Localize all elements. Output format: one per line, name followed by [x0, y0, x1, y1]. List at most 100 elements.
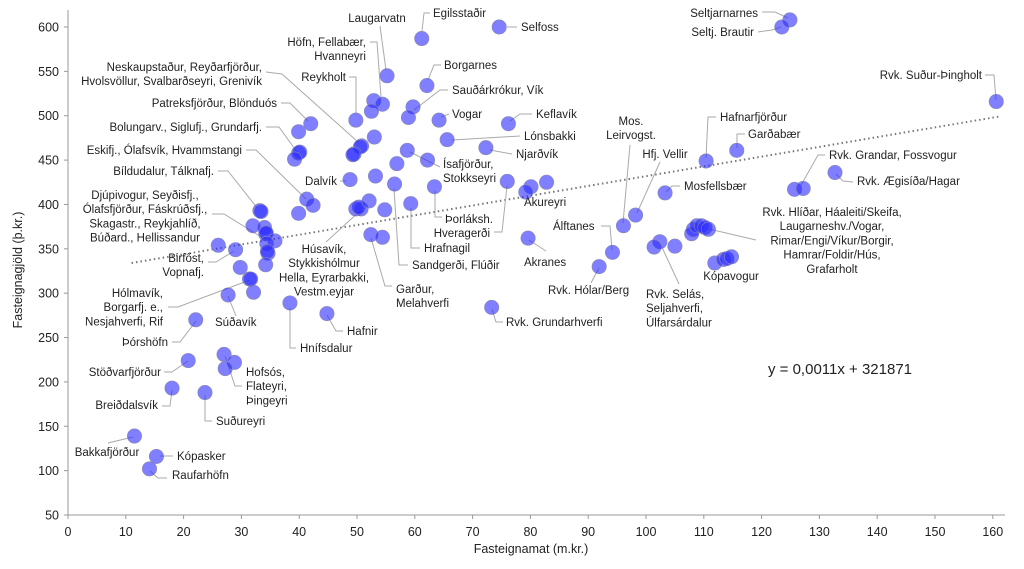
- point-label-line: Kópavogur: [703, 271, 759, 283]
- point-label-line: Rimar/Engi/Víkur/Borgir,: [770, 235, 893, 247]
- point-label-line: Egilsstaðir: [433, 8, 486, 20]
- label-leader-line: [494, 185, 508, 233]
- point-label-line: Grafarholt: [806, 264, 858, 276]
- point-label: Bolungarv., Siglufj., Grundarfj.: [109, 122, 262, 134]
- data-point: [164, 380, 180, 396]
- x-tick-label: 40: [292, 525, 306, 539]
- data-point: [291, 124, 307, 140]
- x-tick-label: 0: [65, 525, 72, 539]
- point-label: Mos. Leirvogst.: [606, 116, 656, 142]
- data-point: [500, 116, 516, 132]
- label-leader-line: [413, 89, 448, 111]
- point-label-line: Úlfarsárdalur: [646, 316, 712, 329]
- point-label: Bakkafjörður: [75, 447, 140, 459]
- point-label-line: Njarðvík: [516, 149, 558, 161]
- data-point: [210, 237, 226, 253]
- point-label: Birfőst, Vopnafj.: [162, 253, 204, 279]
- point-label-line: Mosfellsbær: [684, 181, 747, 193]
- point-label: Vogar: [452, 109, 482, 121]
- data-point: [499, 173, 515, 189]
- data-point: [657, 185, 673, 201]
- point-label-line: Súðavík: [215, 317, 257, 329]
- point-label-line: Seltj. Brautir: [691, 27, 754, 39]
- point-label: Hafnarfjörður: [720, 112, 787, 124]
- label-leader-line: [349, 76, 357, 114]
- data-point: [387, 176, 403, 192]
- point-label: Rvk. Grundarhverfi: [506, 317, 603, 329]
- point-label-line: Bolungarv., Siglufj., Grundarfj.: [109, 122, 262, 134]
- data-point: [667, 238, 683, 254]
- data-point: [827, 165, 843, 181]
- data-point: [520, 230, 536, 246]
- data-point: [361, 193, 377, 209]
- point-label-line: Leirvogst.: [606, 130, 656, 142]
- x-tick-label: 20: [177, 525, 191, 539]
- data-point: [287, 151, 303, 167]
- point-label: Hnífsdalur: [300, 343, 353, 355]
- point-label-line: Hofsós,: [246, 367, 285, 379]
- data-point: [141, 461, 157, 477]
- point-label: Eskifj., Ólafsvík, Hvammstangi: [87, 144, 242, 157]
- data-point: [484, 299, 500, 315]
- data-point: [188, 312, 204, 328]
- x-tick-label: 110: [694, 525, 714, 539]
- point-label: Garður, Melahverfi: [396, 284, 449, 310]
- data-point: [220, 287, 236, 303]
- x-tick-label: 80: [523, 525, 537, 539]
- point-label: Akureyri: [524, 197, 566, 209]
- y-axis-title: Fasteignagjöld (þ.kr.): [11, 212, 25, 329]
- point-label: Rvk. Hlíðar, Háaleiti/Skeifa, Laugarneshv…: [762, 207, 901, 276]
- label-leader-line: [281, 102, 309, 122]
- data-point: [379, 68, 395, 84]
- label-leader-line: [370, 41, 382, 98]
- data-point: [232, 259, 248, 275]
- point-label-line: Sauðárkrókur, Vík: [452, 85, 544, 97]
- label-leader-line: [246, 149, 307, 200]
- data-point: [374, 229, 390, 245]
- point-label-line: Rvk. Selás,: [646, 289, 704, 301]
- point-label: Reykholt: [301, 72, 347, 84]
- point-label-line: Búðard., Hellissandur: [90, 233, 200, 245]
- y-tick-label: 550: [38, 65, 59, 79]
- label-leader-line: [451, 135, 521, 141]
- data-point: [403, 196, 419, 212]
- data-point: [700, 221, 716, 237]
- data-point: [724, 249, 740, 265]
- trendline-equation: y = 0,0011x + 321871: [768, 361, 912, 378]
- point-label-line: Ólafsfjörður, Fáskrúðsfj.,: [83, 203, 208, 216]
- x-tick-label: 70: [466, 525, 480, 539]
- point-label-line: Borgarfj. e.,: [104, 302, 163, 314]
- point-label: Súðavík: [215, 317, 257, 329]
- label-leader-line: [489, 149, 513, 155]
- x-tick-label: 120: [751, 525, 772, 539]
- data-point: [243, 271, 259, 287]
- point-label: Borgarnes: [444, 60, 497, 72]
- point-label-line: Keflavík: [536, 109, 577, 121]
- x-tick-label: 160: [982, 525, 1003, 539]
- point-label-line: Mos.: [619, 116, 644, 128]
- label-leader-line: [168, 279, 251, 308]
- data-point: [988, 94, 1004, 110]
- data-point: [148, 448, 164, 464]
- axes: 0 10 20 30 40 50 60 70 80 90 100 110 120 130 140 150 160…: [38, 10, 1005, 539]
- point-label-line: Laugarvatn: [348, 13, 406, 25]
- x-tick-label: 150: [925, 525, 946, 539]
- point-label: Höfn, Fellabær, Hvanneyri: [287, 37, 366, 63]
- y-tick-label: 150: [38, 420, 59, 434]
- data-point: [646, 239, 662, 255]
- point-label-line: Breiðdalsvík: [95, 400, 158, 412]
- point-label: Rvk. Grandar, Fossvogur: [829, 150, 957, 162]
- data-point: [253, 204, 269, 220]
- point-label: Suðureyri: [216, 416, 265, 428]
- point-label: Kópavogur: [703, 271, 759, 283]
- y-tick-label: 350: [38, 242, 59, 256]
- label-leader-line: [427, 64, 441, 81]
- label-leader-line: [799, 154, 825, 188]
- data-point: [197, 385, 213, 401]
- label-leader-line: [601, 225, 613, 251]
- point-label: Stöðvarfjörður: [89, 367, 161, 379]
- y-tick-label: 100: [38, 464, 59, 478]
- point-label-line: Nesjahverfi, Rif: [85, 316, 164, 328]
- data-point: [615, 218, 631, 234]
- data-point: [342, 172, 358, 188]
